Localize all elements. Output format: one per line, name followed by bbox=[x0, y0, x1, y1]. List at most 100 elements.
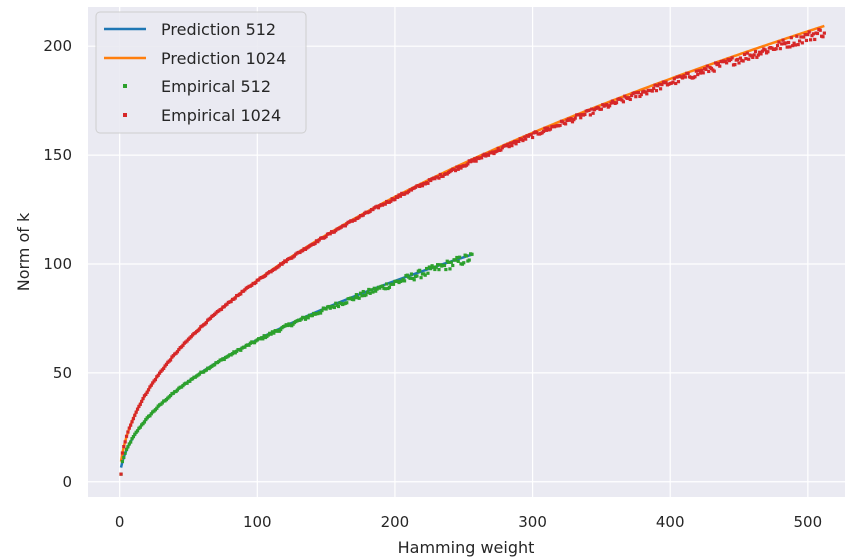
scatter-point bbox=[441, 174, 445, 178]
scatter-point bbox=[391, 282, 396, 286]
scatter-point bbox=[471, 159, 475, 163]
scatter-point bbox=[140, 399, 144, 404]
scatter-point bbox=[389, 199, 393, 203]
scatter-point bbox=[281, 261, 286, 265]
y-tick-label: 100 bbox=[43, 255, 72, 273]
scatter-point bbox=[328, 232, 332, 236]
scatter-point bbox=[124, 434, 129, 438]
x-tick-label: 200 bbox=[381, 513, 410, 531]
scatter-point bbox=[243, 345, 247, 349]
scatter-point bbox=[800, 41, 804, 45]
scatter-point bbox=[634, 95, 638, 99]
scatter-point bbox=[306, 316, 310, 320]
scatter-point bbox=[793, 43, 798, 47]
scatter-point bbox=[383, 202, 387, 206]
scatter-point bbox=[387, 285, 392, 289]
scatter-point bbox=[138, 425, 142, 429]
scatter-point bbox=[433, 267, 437, 272]
scatter-point bbox=[738, 56, 742, 60]
scatter-point bbox=[144, 392, 148, 396]
scatter-point bbox=[197, 327, 202, 331]
scatter-point bbox=[133, 432, 137, 436]
x-tick-label: 400 bbox=[656, 513, 685, 531]
scatter-point bbox=[343, 224, 347, 228]
scatter-point bbox=[495, 149, 499, 153]
scatter-point bbox=[127, 426, 131, 430]
scatter-point bbox=[700, 68, 704, 72]
scatter-point bbox=[148, 414, 152, 418]
scatter-point bbox=[272, 331, 276, 335]
scatter-point bbox=[142, 420, 147, 424]
scatter-point bbox=[119, 472, 123, 476]
scatter-point bbox=[821, 35, 825, 39]
scatter-point bbox=[657, 82, 661, 86]
scatter-point bbox=[544, 128, 548, 132]
scatter-point bbox=[459, 166, 463, 170]
legend-label-empirical-1024: Empirical 1024 bbox=[161, 106, 281, 125]
scatter-point bbox=[791, 44, 795, 48]
scatter-point bbox=[444, 267, 448, 272]
scatter-point bbox=[360, 294, 364, 298]
scatter-point bbox=[705, 64, 709, 68]
scatter-point bbox=[316, 240, 320, 244]
scatter-point bbox=[279, 328, 283, 332]
scatter-point bbox=[424, 266, 429, 271]
scatter-point bbox=[718, 64, 722, 68]
scatter-point bbox=[188, 379, 192, 383]
scatter-point bbox=[609, 101, 613, 105]
legend-swatch-empirical-1024 bbox=[123, 113, 127, 117]
scatter-point bbox=[811, 32, 815, 36]
scatter-point bbox=[752, 53, 756, 57]
scatter-point bbox=[368, 291, 372, 295]
scatter-point bbox=[674, 81, 678, 86]
scatter-point bbox=[803, 32, 807, 37]
scatter-point bbox=[614, 101, 619, 105]
scatter-point bbox=[327, 304, 331, 309]
scatter-point bbox=[658, 87, 663, 91]
scatter-point bbox=[599, 107, 603, 111]
y-tick-label: 50 bbox=[53, 364, 72, 382]
scatter-point bbox=[548, 127, 553, 131]
scatter-point bbox=[310, 314, 314, 318]
y-axis-title: Norm of k bbox=[14, 212, 33, 291]
scatter-point bbox=[407, 189, 411, 194]
scatter-point bbox=[730, 56, 734, 60]
scatter-point bbox=[558, 123, 562, 127]
legend-label-prediction-512: Prediction 512 bbox=[161, 20, 276, 39]
scatter-point bbox=[643, 90, 648, 94]
scatter-point bbox=[177, 347, 181, 352]
scatter-point bbox=[149, 412, 153, 416]
legend-swatch-empirical-512 bbox=[123, 84, 127, 88]
scatter-group-3 bbox=[119, 27, 826, 476]
scatter-point bbox=[254, 280, 258, 285]
scatter-point bbox=[405, 273, 409, 277]
scatter-point bbox=[168, 393, 173, 398]
scatter-point bbox=[368, 209, 372, 213]
scatter-point bbox=[175, 388, 180, 392]
scatter-point bbox=[131, 417, 136, 421]
scatter-point bbox=[451, 263, 455, 268]
scatter-point bbox=[466, 162, 470, 166]
scatter-point bbox=[788, 45, 792, 49]
scatter-point bbox=[484, 154, 488, 158]
scatter-point bbox=[131, 435, 136, 439]
scatter-point bbox=[529, 133, 533, 137]
scatter-point bbox=[696, 72, 700, 77]
scatter-point bbox=[588, 113, 592, 117]
scatter-point bbox=[385, 282, 389, 286]
scatter-point bbox=[453, 169, 458, 173]
scatter-point bbox=[745, 51, 749, 55]
scatter-point bbox=[141, 396, 145, 401]
scatter-point bbox=[155, 406, 159, 410]
scatter-point bbox=[506, 142, 510, 146]
scatter-point bbox=[725, 61, 729, 65]
scatter-point bbox=[157, 371, 162, 375]
scatter-point bbox=[716, 61, 720, 66]
scatter-point bbox=[239, 348, 243, 352]
scatter-point bbox=[789, 36, 793, 40]
scatter-point bbox=[145, 390, 149, 394]
scatter-point bbox=[802, 35, 806, 39]
scatter-point bbox=[486, 153, 491, 157]
scatter-point bbox=[393, 197, 397, 202]
scatter-point bbox=[243, 288, 247, 292]
